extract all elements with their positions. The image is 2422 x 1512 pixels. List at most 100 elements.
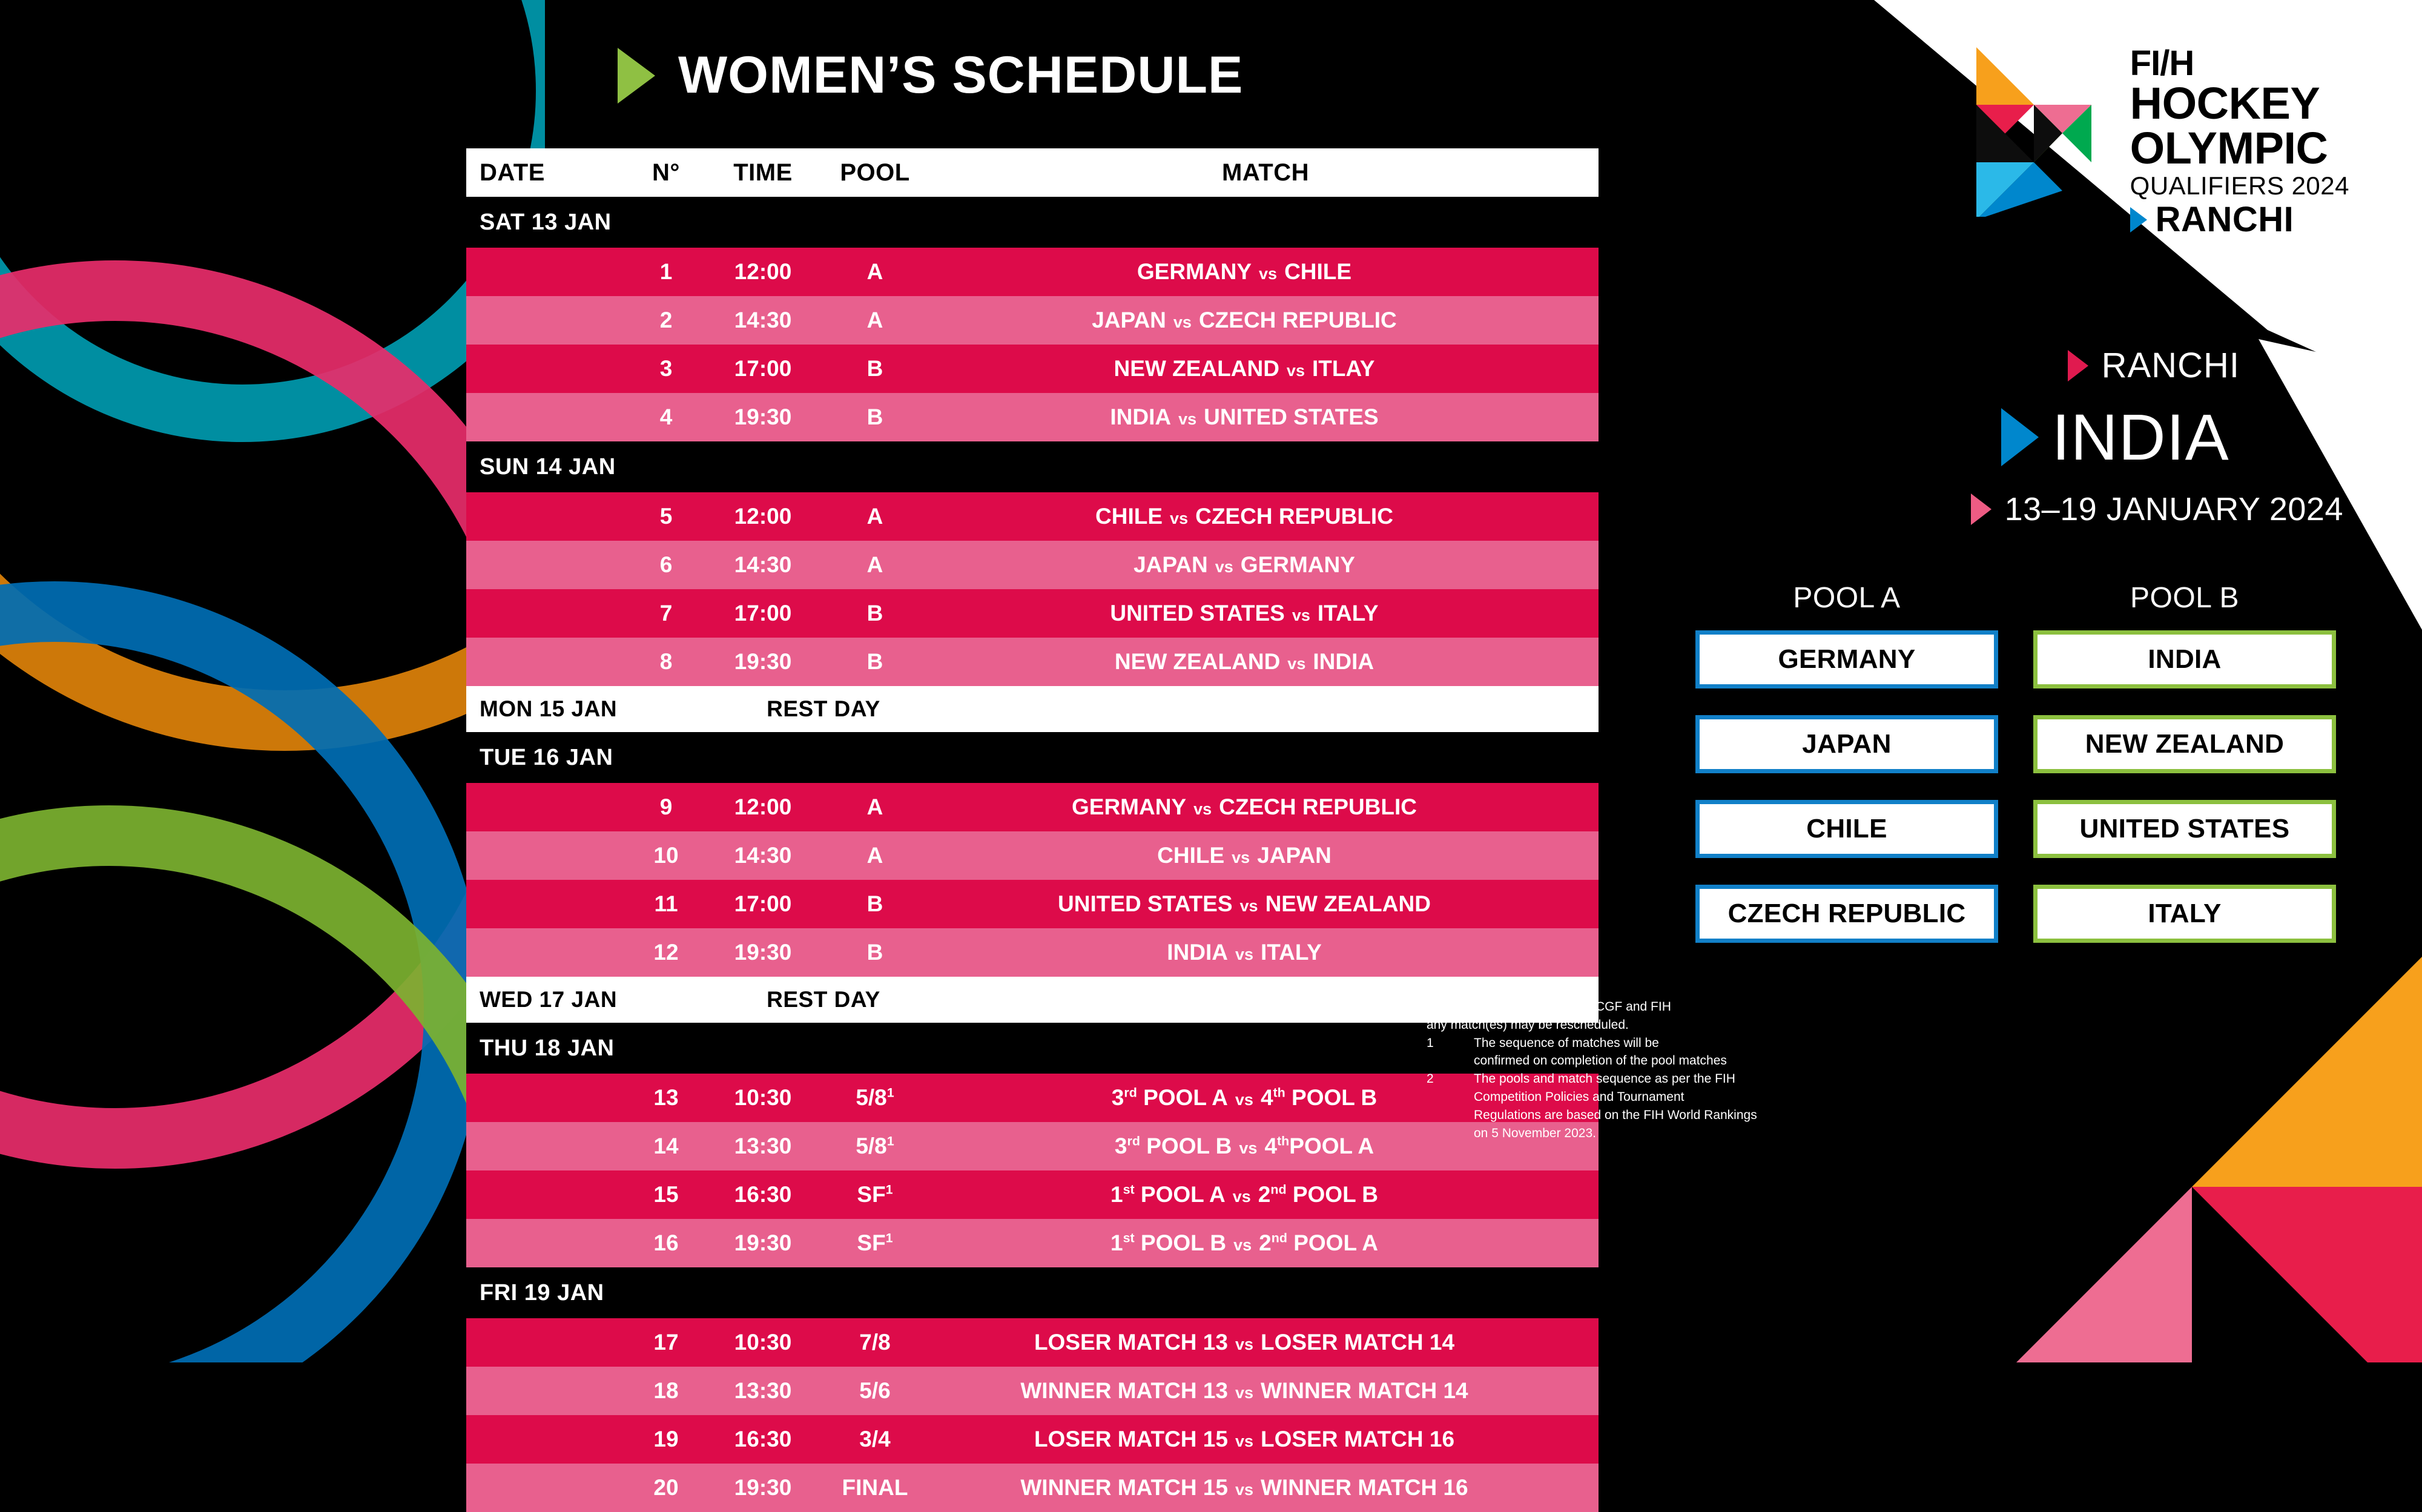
match-pool: A	[866, 259, 883, 284]
match-number: 12	[653, 940, 679, 965]
match-teams: JAPAN vs GERMANY	[932, 552, 1599, 578]
match-time: 17:00	[734, 356, 792, 381]
match-row[interactable]: 6 14:30 A JAPAN vs GERMANY	[466, 541, 1599, 589]
match-row[interactable]: 20 19:30 FINAL WINNER MATCH 15 vs WINNER MATC…	[466, 1464, 1599, 1512]
match-team-1: UNITED STATES	[1110, 601, 1285, 626]
match-teams: 1st POOL A vs 2nd POOL B	[932, 1182, 1599, 1207]
match-team-2: INDIA	[1313, 649, 1374, 674]
match-time: 12:00	[734, 259, 792, 284]
rest-day-label: REST DAY	[767, 987, 880, 1012]
note-number: 1	[1427, 1035, 1434, 1050]
match-row[interactable]: 19 16:30 3/4 LOSER MATCH 15 vs LOSER MATCH 16	[466, 1415, 1599, 1464]
match-team-1: LOSER MATCH 13	[1034, 1330, 1228, 1355]
match-pool: 3/4	[859, 1427, 891, 1451]
match-row[interactable]: 1 12:00 A GERMANY vs CHILE	[466, 248, 1599, 296]
match-row[interactable]: 14 13:30 5/81 3rd POOL B vs 4thPOOL A	[466, 1122, 1599, 1170]
day-header-label: SUN 14 JAN	[480, 454, 616, 480]
match-row[interactable]: 10 14:30 A CHILE vs JAPAN	[466, 831, 1599, 880]
match-number: 16	[653, 1230, 679, 1255]
match-teams: NEW ZEALAND vs INDIA	[932, 649, 1599, 675]
pool-b-team-box[interactable]: ITALY	[2033, 885, 2336, 943]
pool-b-team-box[interactable]: INDIA	[2033, 630, 2336, 688]
match-row[interactable]: 13 10:30 5/81 3rd POOL A vs 4th POOL B	[466, 1074, 1599, 1122]
match-team-1: GERMANY	[1071, 794, 1187, 819]
rest-day-label: REST DAY	[767, 696, 880, 721]
match-time: 19:30	[734, 1230, 792, 1255]
match-team-2: WINNER MATCH 14	[1261, 1378, 1468, 1403]
match-pool: A	[866, 794, 883, 819]
match-time: 10:30	[734, 1330, 792, 1355]
match-row[interactable]: 12 19:30 B INDIA vs ITALY	[466, 928, 1599, 977]
note-text: Regulations are based on the FIH World R…	[1474, 1108, 1757, 1122]
match-team-1: 1st POOL B	[1110, 1230, 1227, 1255]
match-row[interactable]: 3 17:00 B NEW ZEALAND vs ITLAY	[466, 345, 1599, 393]
match-team-2: 4thPOOL A	[1264, 1134, 1374, 1158]
match-team-2: ITLAY	[1312, 356, 1375, 381]
note-text: confirmed on completion of the pool matc…	[1474, 1054, 1727, 1068]
match-row[interactable]: 17 10:30 7/8 LOSER MATCH 13 vs LOSER MATCH 14	[466, 1318, 1599, 1367]
fih-logo: FI/H HOCKEY OLYMPIC QUALIFIERS 2024 RANC…	[1970, 41, 2349, 237]
logo-olympic-text: OLYMPIC	[2130, 123, 2328, 173]
pool-b-team-box[interactable]: NEW ZEALAND	[2033, 715, 2336, 773]
match-time: 19:30	[734, 940, 792, 965]
match-time: 17:00	[734, 891, 792, 916]
match-row[interactable]: 11 17:00 B UNITED STATES vs NEW ZEALAND	[466, 880, 1599, 928]
match-vs-label: vs	[1170, 509, 1189, 527]
match-teams: UNITED STATES vs ITALY	[932, 601, 1599, 626]
match-row[interactable]: 5 12:00 A CHILE vs CZECH REPUBLIC	[466, 492, 1599, 541]
match-row[interactable]: 8 19:30 B NEW ZEALAND vs INDIA	[466, 638, 1599, 686]
logo-qualifiers-text: QUALIFIERS 2024	[2130, 171, 2349, 200]
day-header-row: THU 18 JAN	[466, 1023, 1599, 1074]
venue-country: INDIA	[2051, 400, 2229, 474]
pool-a-team-box[interactable]: JAPAN	[1695, 715, 1998, 773]
page-title-text: WOMEN’S SCHEDULE	[678, 46, 1244, 104]
match-number: 15	[653, 1182, 679, 1207]
match-time: 14:30	[734, 843, 792, 868]
pool-a-team-box[interactable]: GERMANY	[1695, 630, 1998, 688]
match-time: 17:00	[734, 601, 792, 626]
mosaic-red	[2192, 1187, 2422, 1362]
match-pool: B	[866, 649, 883, 674]
match-pool: B	[866, 891, 883, 916]
match-teams: GERMANY vs CHILE	[932, 259, 1599, 285]
match-teams: 1st POOL B vs 2nd POOL A	[932, 1230, 1599, 1256]
match-team-2: LOSER MATCH 16	[1261, 1427, 1455, 1451]
column-header-match: MATCH	[1222, 159, 1309, 186]
note-item-line: on 5 November 2023.	[1427, 1124, 1757, 1143]
note-item-line: 1 The sequence of matches will be	[1427, 1034, 1757, 1052]
match-row[interactable]: 4 19:30 B INDIA vs UNITED STATES	[466, 393, 1599, 441]
venue-country-row: INDIA	[2001, 399, 2343, 475]
match-time: 16:30	[734, 1182, 792, 1207]
day-header-label: FRI 19 JAN	[480, 1279, 604, 1306]
pools-panel: POOL A GERMANY JAPAN CHILE CZECH REPUBLIC P…	[1695, 581, 2336, 969]
match-vs-label: vs	[1235, 1335, 1254, 1353]
pool-b-team-box[interactable]: UNITED STATES	[2033, 800, 2336, 858]
pool-a-team-box[interactable]: CZECH REPUBLIC	[1695, 885, 1998, 943]
match-row[interactable]: 7 17:00 B UNITED STATES vs ITALY	[466, 589, 1599, 638]
pool-a-team-box[interactable]: CHILE	[1695, 800, 1998, 858]
note-text: The sequence of matches will be	[1474, 1035, 1659, 1050]
bottom-right-triangle-mosaic	[2016, 957, 2422, 1362]
match-pool: B	[866, 356, 883, 381]
match-number: 10	[653, 843, 679, 868]
day-header-label: SAT 13 JAN	[480, 209, 612, 235]
match-row[interactable]: 16 19:30 SF1 1st POOL B vs 2nd POOL A	[466, 1219, 1599, 1267]
match-team-1: JAPAN	[1092, 308, 1166, 332]
pool-b-title: POOL B	[2130, 582, 2239, 614]
note-number	[1427, 1088, 1474, 1106]
match-time: 19:30	[734, 1475, 792, 1500]
match-number: 4	[659, 404, 673, 429]
note-number: 2	[1427, 1072, 1434, 1086]
match-row[interactable]: 18 13:30 5/6 WINNER MATCH 13 vs WINNER MATCH …	[466, 1367, 1599, 1415]
match-number: 8	[659, 649, 673, 674]
match-row[interactable]: 9 12:00 A GERMANY vs CZECH REPUBLIC	[466, 783, 1599, 831]
match-team-1: INDIA	[1167, 940, 1228, 965]
match-pool: A	[866, 308, 883, 332]
match-vs-label: vs	[1178, 410, 1197, 428]
match-row[interactable]: 2 14:30 A JAPAN vs CZECH REPUBLIC	[466, 296, 1599, 345]
match-teams: UNITED STATES vs NEW ZEALAND	[932, 891, 1599, 917]
match-pool: 5/81	[856, 1134, 894, 1158]
match-row[interactable]: 15 16:30 SF1 1st POOL A vs 2nd POOL B	[466, 1170, 1599, 1219]
match-number: 19	[653, 1427, 679, 1451]
match-time: 12:00	[734, 504, 792, 529]
